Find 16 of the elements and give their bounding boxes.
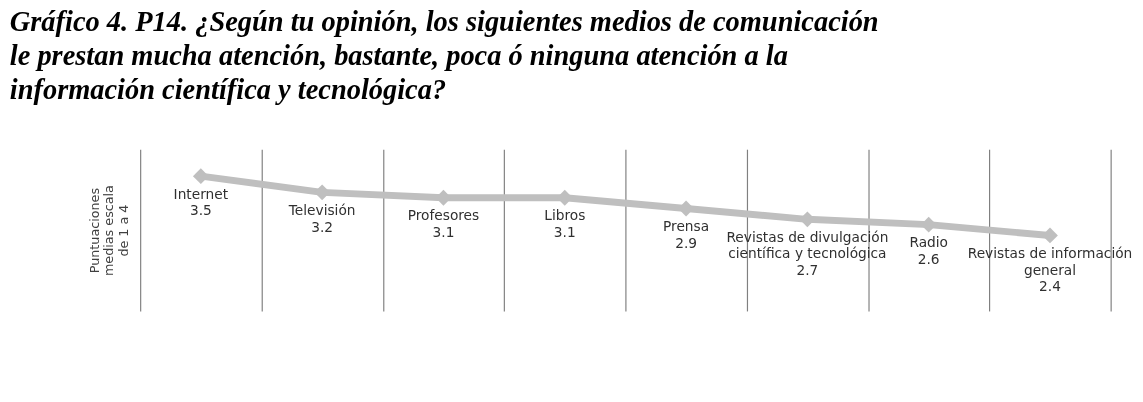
- x-tick-label: Internet: [173, 185, 229, 202]
- data-label: 2.7: [796, 262, 819, 279]
- x-tick-label: Libros: [544, 207, 586, 224]
- x-tick-label: Radio: [909, 234, 948, 251]
- data-label: 2.4: [1039, 278, 1061, 295]
- data-label: 2.9: [675, 234, 697, 251]
- x-tick-label: Prensa: [663, 218, 710, 235]
- x-tick-label: Televisión: [287, 201, 356, 218]
- chart-title: Gráfico 4. P14. ¿Según tu opinión, los siguientes medios de comunicación le prestan mucha atención, bastante, poca ó ninguna atención a la información científica y tecnológica?: [9, 5, 879, 106]
- data-label: 2.6: [917, 250, 940, 267]
- data-label: 3.1: [432, 223, 455, 240]
- x-tick-label: Profesores: [407, 207, 480, 224]
- data-label: 3.2: [311, 218, 334, 235]
- data-label: 3.1: [553, 223, 576, 240]
- y-axis-title: Puntuaciones medias escala de 1 a 4: [86, 185, 131, 277]
- data-label: 3.5: [189, 202, 212, 219]
